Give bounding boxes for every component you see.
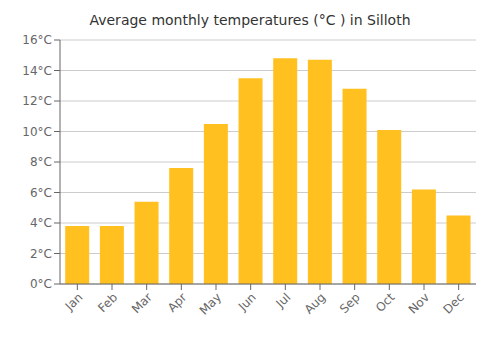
- svg-text:Feb: Feb: [95, 290, 120, 315]
- svg-text:Sep: Sep: [337, 290, 363, 316]
- svg-text:Nov: Nov: [406, 290, 432, 316]
- svg-text:Jan: Jan: [62, 290, 86, 314]
- svg-text:Jun: Jun: [235, 290, 259, 314]
- svg-text:14°C: 14°C: [22, 64, 52, 78]
- svg-text:Jul: Jul: [273, 290, 294, 311]
- html-text:Average monthly temperatures (: Average monthly temperatures (°C ) in Si…: [89, 12, 411, 28]
- svg-text:Mar: Mar: [129, 290, 155, 316]
- svg-text:6°C: 6°C: [30, 186, 52, 200]
- svg-text:10°C: 10°C: [22, 125, 52, 139]
- svg-text:8°C: 8°C: [30, 155, 52, 169]
- svg-text:Aug: Aug: [302, 290, 328, 316]
- svg-text:Apr: Apr: [165, 290, 190, 315]
- svg-text:Oct: Oct: [373, 290, 398, 315]
- svg-text:May: May: [197, 290, 224, 317]
- svg-text:0°C: 0°C: [30, 277, 52, 291]
- svg-text:12°C: 12°C: [22, 94, 52, 108]
- svg-text:4°C: 4°C: [30, 216, 52, 230]
- svg-text:2°C: 2°C: [30, 247, 52, 261]
- svg-text:Dec: Dec: [440, 290, 466, 316]
- svg-text:16°C: 16°C: [22, 33, 52, 47]
